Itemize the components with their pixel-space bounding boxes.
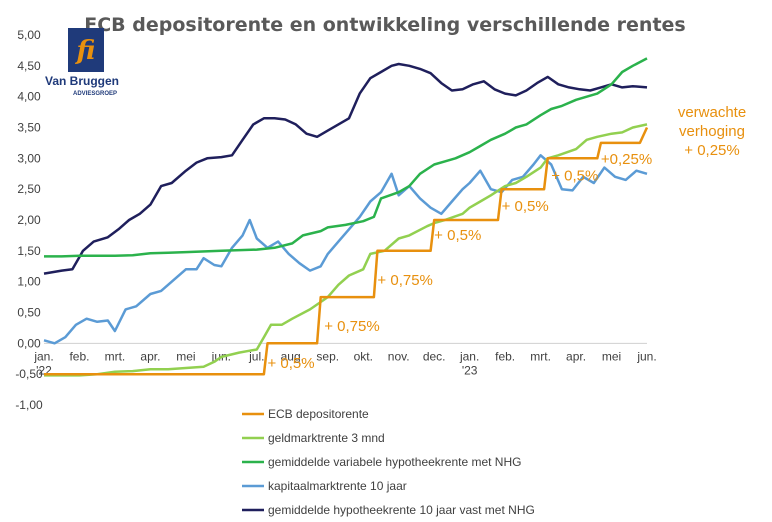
legend-label: gemiddelde variabele hypotheekrente met … (268, 455, 521, 469)
series-line-2 (44, 57, 648, 258)
x-tick-label: okt. (354, 349, 373, 363)
y-tick-label: 3,50 (17, 121, 41, 135)
legend-label: kapitaalmarktrente 10 jaar (268, 479, 407, 493)
y-tick-label: 0,50 (17, 306, 41, 320)
step-annotation: + 0,5% (502, 198, 549, 215)
x-tick-label: dec. (423, 349, 446, 363)
logo-monogram: fi (75, 36, 96, 66)
logo-mark (68, 28, 104, 72)
x-tick-label: jan. (459, 349, 479, 363)
y-tick-label: 1,50 (17, 244, 41, 258)
x-tick-label: mei (176, 349, 195, 363)
legend-label: ECB depositorente (268, 407, 369, 421)
step-annotation: + 0,75% (324, 318, 379, 335)
side-note: verwachte verhoging + 0,25% (678, 104, 746, 159)
step-annotation: + 0,5% (267, 355, 314, 372)
step-annotation: + 0,75% (377, 272, 432, 289)
x-tick-label: jul. (248, 349, 264, 363)
y-tick-label: 1,00 (17, 275, 41, 289)
legend: ECB depositorente geldmarktrente 3 mnd gem… (242, 407, 535, 517)
y-tick-label: 2,50 (17, 182, 41, 196)
side-note-line-2: verhoging (679, 123, 745, 140)
series-line-0 (44, 126, 649, 376)
x-tick-sublabel: '23 (462, 363, 478, 377)
y-tick-label: -0,50 (15, 367, 43, 381)
chart-title: ECB depositorente en ontwikkeling versch… (84, 14, 686, 36)
y-tick-label: 4,50 (17, 59, 41, 73)
x-tick-label: apr. (140, 349, 160, 363)
step-annotation: +0,25% (601, 151, 652, 168)
y-tick-label: 3,00 (17, 151, 41, 165)
side-note-line-1: verwachte (678, 104, 746, 121)
series-line-3 (43, 154, 648, 345)
y-tick-label: 2,00 (17, 213, 41, 227)
logo-name: Van Bruggen (45, 74, 119, 88)
x-tick-label: feb. (69, 349, 89, 363)
series-line-4 (43, 62, 648, 275)
y-axis: 5,00 4,50 4,00 3,50 3,00 2,50 2,00 1,50 1,00 0,50… (15, 28, 43, 412)
x-tick-label: sep. (316, 349, 339, 363)
annotations: + 0,5%+ 0,75%+ 0,75%+ 0,5%+ 0,5%+ 0,5%+0… (267, 151, 652, 372)
y-tick-label: 4,00 (17, 90, 41, 104)
y-tick-label: 5,00 (17, 28, 41, 42)
x-tick-label: mrt. (530, 349, 551, 363)
step-annotation: + 0,5% (434, 227, 481, 244)
x-tick-label: feb. (495, 349, 515, 363)
step-annotation: + 0,5% (551, 168, 598, 185)
y-tick-label: 0,00 (17, 336, 41, 350)
x-tick-label: mei (602, 349, 621, 363)
x-tick-label: jan. (33, 349, 53, 363)
x-tick-label: mrt. (105, 349, 126, 363)
x-tick-label: aug. (281, 349, 304, 363)
legend-label: gemiddelde hypotheekrente 10 jaar vast m… (268, 503, 535, 517)
y-tick-label: -1,00 (15, 398, 43, 412)
x-tick-label: jun. (636, 349, 656, 363)
series-line-1 (44, 123, 648, 377)
logo: fi Van Bruggen ADVIESGROEP (45, 28, 119, 97)
side-note-line-3: + 0,25% (684, 142, 739, 159)
x-tick-label: nov. (388, 349, 410, 363)
x-tick-label: apr. (566, 349, 586, 363)
series-group (43, 57, 649, 377)
logo-tagline: ADVIESGROEP (73, 91, 117, 97)
legend-label: geldmarktrente 3 mnd (268, 431, 385, 445)
